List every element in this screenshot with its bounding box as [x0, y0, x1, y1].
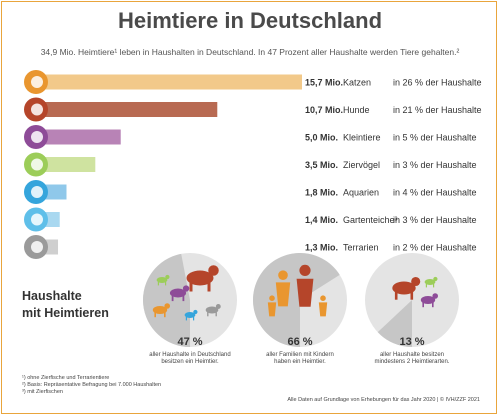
circle-caption-2: aller Familien mit Kindern haben ein Hei… [250, 352, 350, 366]
household-share-2 [253, 252, 340, 347]
rabbit-icon [169, 285, 190, 302]
value-label-4: 3,5 Mio. [305, 160, 338, 170]
household-label-6: in 3 % der Haushalte [393, 215, 477, 225]
category-label-4: Ziervögel [343, 160, 380, 170]
circle-caption-1-line1: aller Haushalte in Deutschland [149, 352, 231, 358]
households-heading-line2: mit Heimtieren [22, 306, 109, 320]
cat-icon [152, 303, 170, 318]
bird-icon [424, 276, 438, 288]
household-percent-1: 47 % [177, 336, 202, 348]
turtle-icon [205, 304, 221, 317]
household-label-5: in 4 % der Haushalte [393, 188, 477, 198]
category-label-2: Hunde [343, 105, 370, 115]
value-label-3: 5,0 Mio. [305, 133, 338, 143]
circle-caption-1: aller Haushalte in Deutschland besitzen … [138, 352, 242, 366]
dog-icon [186, 265, 219, 292]
pond-fish-icon [24, 207, 48, 232]
household-label-2: in 21 % der Haushalte [393, 105, 482, 115]
household-percent-3: 13 % [399, 336, 424, 348]
household-circle-1 [143, 253, 237, 347]
household-share-3 [377, 300, 412, 347]
household-label-7: in 2 % der Haushalte [393, 243, 477, 253]
circle-caption-2-line1: aller Familien mit Kindern [266, 352, 334, 358]
circle-caption-3: aller Haushalte besitzen mindestens 2 He… [362, 352, 462, 366]
value-label-6: 1,4 Mio. [305, 215, 338, 225]
dog-icon [24, 97, 48, 122]
source-note: Alle Daten auf Grundlage von Erhebungen … [287, 397, 480, 403]
bar-1 [36, 74, 302, 90]
category-label-7: Terrarien [343, 243, 379, 253]
person-icon [296, 264, 314, 307]
child-icon [318, 295, 328, 317]
page-subtitle: 34,9 Mio. Heimtiere¹ leben in Haushalten… [40, 47, 460, 57]
child-icon [267, 295, 277, 317]
bar-2 [36, 102, 218, 117]
bird-icon [156, 274, 170, 286]
household-share-1 [143, 253, 190, 347]
page-title: Heimtiere in Deutschland [117, 8, 383, 33]
value-label-1: 15,7 Mio. [305, 78, 343, 88]
dog-icon [392, 276, 421, 300]
households-heading-line1: Haushalte [22, 289, 82, 303]
household-circle-3 [365, 253, 459, 347]
circle-caption-2-line2: haben ein Heimtier. [274, 359, 326, 365]
category-label-6: Gartenteiche³ [343, 215, 398, 225]
rabbit-icon [420, 293, 439, 308]
household-label-1: in 26 % der Haushalte [393, 78, 482, 88]
footnote-1: ¹) ohne Zierfische und Terrarientiere [22, 375, 110, 381]
bird-icon [24, 152, 48, 177]
household-label-3: in 5 % der Haushalte [393, 133, 477, 143]
circle-caption-3-line2: mindestens 2 Heimtierarten. [374, 359, 450, 365]
footnote-3: ³) mit Zierfischen [22, 389, 63, 395]
fish-icon [24, 180, 48, 204]
category-label-3: Kleintiere [343, 133, 381, 143]
household-label-4: in 3 % der Haushalte [393, 160, 477, 170]
category-label-1: Katzen [343, 78, 371, 88]
cat-icon [24, 70, 48, 94]
households-heading: Haushalte mit Heimtieren [22, 288, 109, 322]
turtle-icon [24, 235, 48, 259]
circle-caption-3-line1: aller Haushalte besitzen [379, 352, 445, 358]
value-label-7: 1,3 Mio. [305, 243, 338, 253]
footnote-2: ²) Basis: Repräsentative Befragung bei 7… [22, 382, 162, 388]
bar-4 [36, 157, 96, 172]
rabbit-icon [24, 125, 48, 149]
fish-icon [184, 309, 198, 321]
circle-caption-1-line2: besitzen ein Heimtier. [161, 359, 219, 365]
value-label-5: 1,8 Mio. [305, 188, 338, 198]
household-percent-2: 66 % [287, 336, 312, 348]
category-label-5: Aquarien [343, 188, 379, 198]
bar-3 [36, 129, 121, 145]
person-icon [275, 270, 291, 307]
value-label-2: 10,7 Mio. [305, 105, 343, 115]
